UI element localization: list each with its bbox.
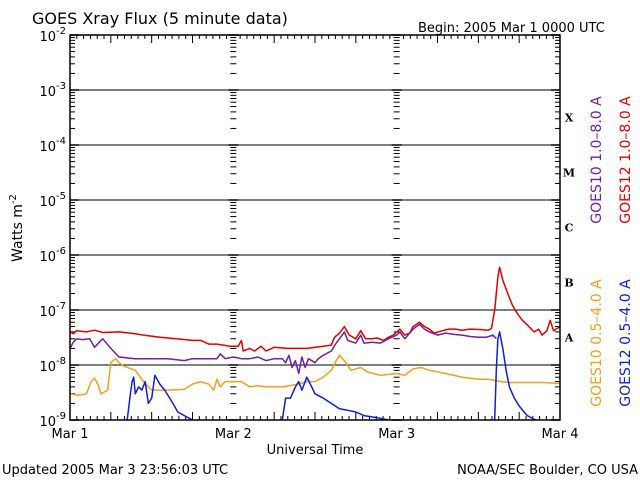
- flare-class-label: M: [563, 167, 575, 180]
- flare-class-label: X: [565, 112, 574, 125]
- x-tick-label: Mar 4: [542, 427, 579, 442]
- chart-title: GOES Xray Flux (5 minute data): [32, 9, 288, 28]
- y-tick-label: 10-3: [39, 81, 66, 100]
- x-tick-labels: Mar 1 Mar 2 Mar 3 Mar 4: [52, 427, 579, 442]
- y-tick-label: 10-2: [39, 26, 66, 45]
- grid-lines: [70, 89, 560, 366]
- y-tick-labels: 10-2 10-3 10-4 10-5 10-6 10-7 10-8 10-9: [39, 26, 66, 430]
- flare-class-labels: X M C B A: [563, 112, 575, 345]
- x-tick-label: Mar 3: [378, 427, 415, 442]
- y-tick-label: 10-6: [39, 246, 66, 265]
- flare-class-label: B: [564, 277, 573, 290]
- series-line-1: [69, 323, 497, 375]
- y-tick-label: 10-4: [39, 136, 66, 155]
- y-axis-label: Watts m-2: [8, 194, 26, 262]
- series-line-0: [69, 266, 561, 352]
- legend-right: GOES10 1.0–8.0 A GOES12 1.0–8.0 A GOES10 0…: [589, 96, 634, 407]
- y-tick-label: 10-8: [39, 356, 66, 375]
- plot-frame: [69, 34, 561, 421]
- footer-updated: Updated 2005 Mar 3 23:56:03 UTC: [2, 463, 228, 478]
- series-line-3: [126, 331, 536, 421]
- flare-class-label: A: [564, 332, 574, 345]
- legend-entry: GOES10 0.5–4.0 A: [589, 279, 605, 407]
- minor-ticks: [70, 34, 560, 421]
- footer-credit: NOAA/SEC Boulder, CO USA: [457, 463, 638, 478]
- x-tick-label: Mar 1: [52, 427, 89, 442]
- x-tick-label: Mar 2: [215, 427, 252, 442]
- y-tick-label: 10-7: [39, 301, 66, 320]
- flare-class-label: C: [565, 222, 574, 235]
- x-axis-label: Universal Time: [267, 443, 364, 458]
- legend-entry: GOES12 1.0–8.0 A: [618, 96, 634, 224]
- y-tick-label: 10-9: [39, 411, 66, 430]
- legend-entry: GOES10 1.0–8.0 A: [589, 96, 605, 224]
- begin-label: Begin: 2005 Mar 1 0000 UTC: [418, 21, 605, 36]
- legend-entry: GOES12 0.5–4.0 A: [618, 279, 634, 407]
- y-tick-label: 10-5: [39, 191, 66, 210]
- series-lines: [69, 266, 561, 421]
- series-line-2: [69, 354, 561, 397]
